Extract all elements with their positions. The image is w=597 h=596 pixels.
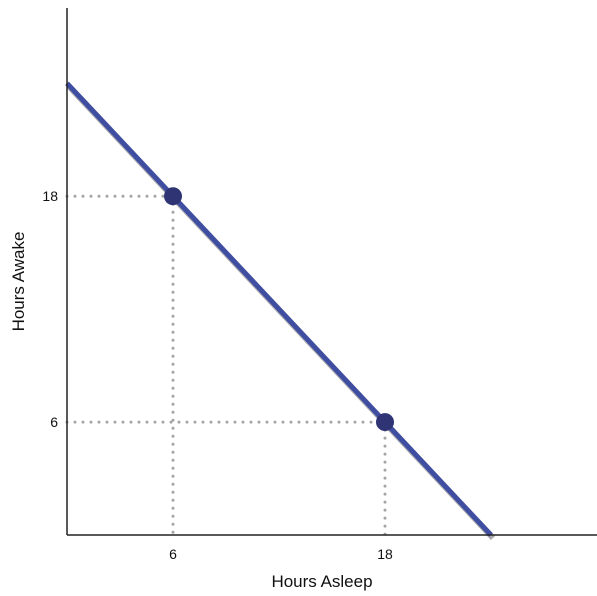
data-point-1 xyxy=(164,187,182,206)
y-tick-label-1: 6 xyxy=(50,414,58,430)
y-tick-label-2: 18 xyxy=(42,188,58,204)
x-tick-label-2: 18 xyxy=(377,546,393,562)
axes xyxy=(66,8,597,536)
reference-guides xyxy=(65,194,387,537)
tick-labels: 6 18 6 18 xyxy=(42,188,393,562)
y-axis-title: Hours Awake xyxy=(9,232,28,332)
series-line-1 xyxy=(65,81,493,537)
point-group xyxy=(164,187,394,432)
data-point-2 xyxy=(376,413,394,432)
series-group xyxy=(65,81,496,541)
x-tick-label-1: 6 xyxy=(169,546,177,562)
x-axis-title: Hours Asleep xyxy=(271,572,372,591)
